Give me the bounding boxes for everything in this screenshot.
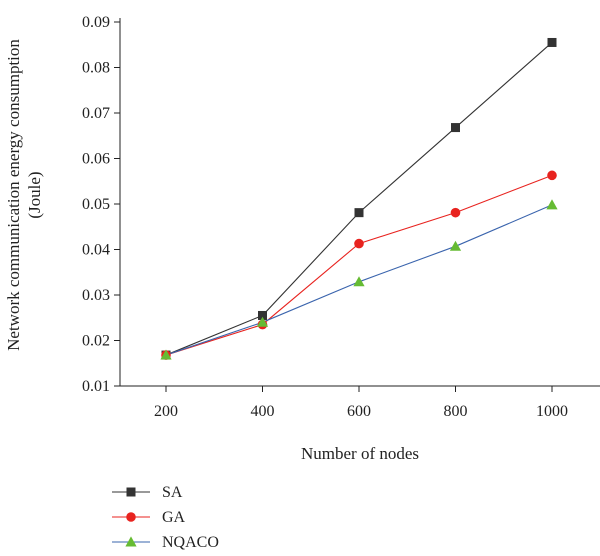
- x-tick-label: 400: [251, 403, 275, 420]
- legend-marker: [126, 487, 136, 497]
- y-axis-title-line-2: (Joule): [25, 171, 44, 218]
- y-axis-ticks: 0.01 0.02 0.03 0.04 0.05 0.06 0.07 0.08 0.09: [82, 14, 120, 395]
- data-point-sa: [354, 208, 364, 218]
- y-tick-label: 0.07: [82, 105, 110, 122]
- data-point-nqaco: [546, 199, 558, 210]
- series-line-sa: [165, 42, 553, 356]
- x-tick-label: 1000: [536, 403, 568, 420]
- data-point-sa: [547, 37, 557, 47]
- legend: SA GA NQACO: [112, 484, 219, 551]
- legend-marker: [126, 512, 136, 522]
- data-point-ga: [547, 170, 557, 181]
- data-point-ga: [450, 207, 461, 218]
- legend-marker: [125, 536, 137, 547]
- y-tick-label: 0.06: [82, 151, 110, 168]
- x-axis-ticks: 200 400 600 800 1000: [154, 386, 568, 420]
- data-point-ga: [354, 238, 364, 249]
- plot-area: 0.01 0.02 0.03 0.04 0.05 0.06 0.07 0.08 0.09 200…: [82, 14, 600, 420]
- data-point-nqaco: [256, 316, 269, 327]
- data-point-sa: [258, 310, 267, 320]
- legend-label: NQACO: [162, 534, 219, 551]
- legend-item-ga: GA: [112, 509, 186, 526]
- x-tick-label: 800: [444, 403, 468, 420]
- y-tick-label: 0.09: [82, 14, 110, 31]
- series-markers-nqaco: [160, 199, 558, 360]
- legend-item-nqaco: NQACO: [112, 534, 219, 551]
- y-tick-label: 0.02: [82, 333, 110, 350]
- series-sa: [165, 42, 553, 356]
- series-markers-ga: [161, 170, 557, 360]
- legend-label: SA: [162, 484, 183, 501]
- legend-item-sa: SA: [112, 484, 183, 501]
- data-point-nqaco: [160, 349, 172, 360]
- x-tick-label: 600: [347, 403, 371, 420]
- y-axis-title-2: (Joule): [25, 171, 44, 218]
- series-layer: [160, 37, 558, 360]
- y-axis-title-line-1: Network communication energy consumption: [4, 39, 23, 351]
- data-point-sa: [451, 123, 460, 133]
- x-tick-label: 200: [154, 403, 178, 420]
- series-ga: [165, 174, 553, 356]
- y-tick-label: 0.08: [82, 60, 110, 77]
- y-axis-title: Network communication energy consumption: [4, 39, 23, 351]
- series-line-ga: [165, 174, 553, 356]
- legend-label: GA: [162, 509, 186, 526]
- x-axis-title: Number of nodes: [301, 444, 419, 463]
- series-markers-sa: [161, 37, 557, 360]
- data-point-nqaco: [353, 276, 365, 287]
- y-tick-label: 0.05: [82, 196, 110, 213]
- y-tick-label: 0.01: [82, 378, 110, 395]
- y-tick-label: 0.03: [82, 287, 110, 304]
- y-tick-label: 0.04: [82, 242, 110, 259]
- data-point-nqaco: [449, 240, 462, 251]
